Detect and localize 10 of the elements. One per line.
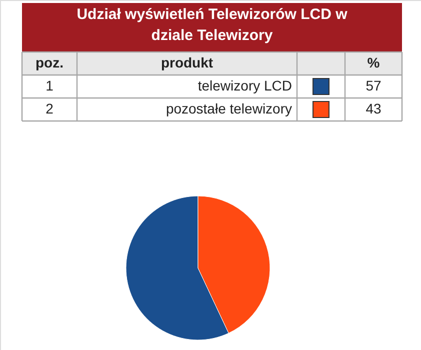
legend-label: telewizory LCD bbox=[198, 78, 292, 94]
chart-title: Udział wyświetleń Telewizorów LCD w dziale Telewizory bbox=[76, 6, 348, 44]
data-label: 43 bbox=[366, 100, 382, 116]
legend-label: pozostałe telewizory bbox=[166, 100, 292, 116]
text: 1 bbox=[46, 78, 54, 94]
text: poz. bbox=[36, 54, 64, 70]
text: produkt bbox=[160, 54, 214, 70]
data-label: 57 bbox=[366, 78, 382, 94]
text: 2 bbox=[46, 100, 54, 116]
text: % bbox=[367, 54, 380, 70]
